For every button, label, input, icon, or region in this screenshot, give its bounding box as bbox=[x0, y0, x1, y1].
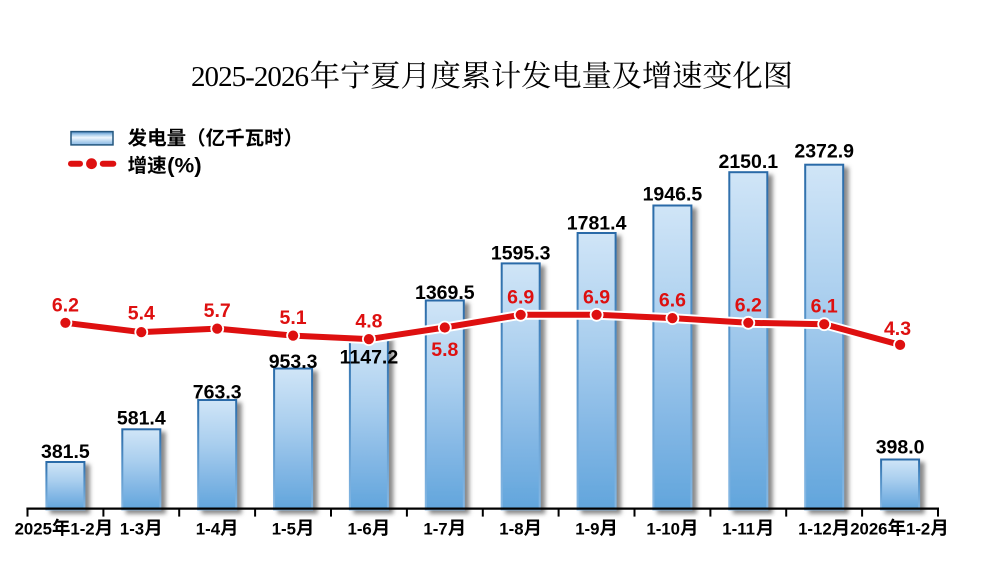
svg-text:5.4: 5.4 bbox=[128, 302, 155, 324]
svg-text:2150.1: 2150.1 bbox=[718, 151, 778, 173]
svg-text:6.2: 6.2 bbox=[735, 294, 762, 316]
svg-text:1-8: 1-8 bbox=[499, 519, 523, 538]
svg-text:1-12: 1-12 bbox=[798, 519, 832, 538]
svg-text:6.9: 6.9 bbox=[583, 286, 610, 308]
svg-text:6.1: 6.1 bbox=[811, 296, 838, 318]
svg-text:4.3: 4.3 bbox=[884, 318, 911, 340]
svg-text:2025: 2025 bbox=[15, 519, 52, 538]
svg-text:1-9: 1-9 bbox=[575, 519, 599, 538]
svg-text:2025-2026: 2025-2026 bbox=[191, 61, 309, 93]
svg-text:1147.2: 1147.2 bbox=[340, 347, 399, 369]
svg-text:1-6: 1-6 bbox=[348, 519, 372, 538]
svg-text:5.8: 5.8 bbox=[431, 339, 458, 361]
svg-text:5.1: 5.1 bbox=[280, 307, 307, 329]
svg-text:6.9: 6.9 bbox=[507, 286, 534, 308]
svg-text:1-4: 1-4 bbox=[196, 519, 221, 538]
svg-text:398.0: 398.0 bbox=[876, 436, 925, 458]
svg-text:1-10: 1-10 bbox=[646, 519, 680, 538]
svg-text:1-5: 1-5 bbox=[272, 519, 296, 538]
svg-text:1-11: 1-11 bbox=[722, 519, 755, 538]
svg-text:953.3: 953.3 bbox=[269, 351, 318, 373]
svg-text:6.2: 6.2 bbox=[52, 294, 79, 316]
svg-text:2372.9: 2372.9 bbox=[794, 141, 854, 163]
svg-text:6.6: 6.6 bbox=[659, 290, 686, 312]
svg-text:1-2: 1-2 bbox=[906, 519, 930, 538]
svg-text:1369.5: 1369.5 bbox=[415, 282, 475, 304]
svg-text:763.3: 763.3 bbox=[193, 382, 242, 404]
svg-text:1-2: 1-2 bbox=[70, 519, 94, 538]
svg-text:4.8: 4.8 bbox=[355, 311, 382, 333]
svg-text:381.5: 381.5 bbox=[41, 441, 90, 463]
svg-text:(%): (%) bbox=[167, 153, 202, 177]
svg-text:1781.4: 1781.4 bbox=[567, 212, 627, 234]
svg-text:1-3: 1-3 bbox=[120, 519, 144, 538]
svg-text:1946.5: 1946.5 bbox=[643, 184, 703, 206]
svg-text:581.4: 581.4 bbox=[117, 407, 166, 429]
svg-text:2026: 2026 bbox=[850, 519, 887, 538]
svg-text:1-7: 1-7 bbox=[423, 519, 447, 538]
svg-text:1595.3: 1595.3 bbox=[491, 243, 551, 265]
svg-text:5.7: 5.7 bbox=[204, 300, 231, 322]
